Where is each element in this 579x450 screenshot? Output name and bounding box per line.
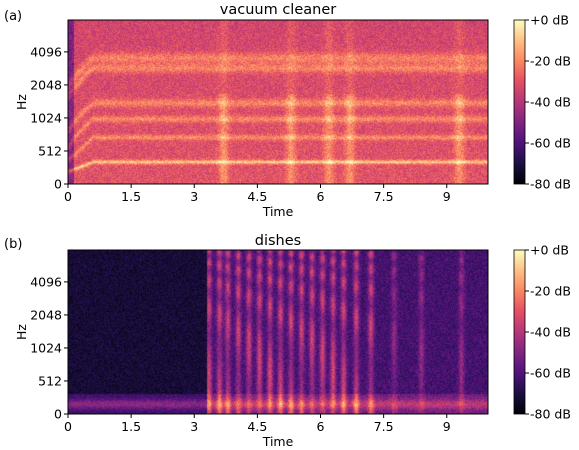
colorbar-b [513, 249, 526, 415]
colorbar-tick-label: +0 dB [530, 243, 569, 258]
colorbar-a [513, 19, 526, 185]
y-tick-label: 512 [38, 373, 62, 388]
x-axis-label-a: Time [262, 204, 294, 219]
y-tick-label: 512 [38, 143, 62, 158]
colorbar-ticks-a: +0 dB -20 dB -40 dB -60 dB -80 dB [525, 13, 571, 192]
colorbar-tick-label: -60 dB [530, 366, 571, 381]
x-tick-label: 4.5 [247, 419, 267, 434]
x-tick-label: 7.5 [374, 189, 394, 204]
colorbar-tick-label: -60 dB [530, 136, 571, 151]
panel-label-b: (b) [4, 237, 22, 252]
y-axis-b: 0 512 1024 2048 4096 [30, 274, 68, 422]
colorbar-tick-label: -20 dB [530, 54, 571, 69]
x-tick-label: 0 [64, 189, 72, 204]
colorbar-tick-label: -40 dB [530, 325, 571, 340]
chart-title-a: vacuum cleaner [220, 2, 336, 18]
y-tick-label: 2048 [30, 77, 62, 92]
y-tick-label: 4096 [30, 44, 62, 59]
colorbar-tick-label: -80 dB [530, 407, 571, 422]
spectrogram-b [68, 250, 488, 414]
y-axis-a: 0 512 1024 2048 4096 [30, 44, 68, 192]
panel-vacuum-cleaner: (a) vacuum cleaner 0 1.5 3 4.5 6 7.5 9 0 512 102… [4, 2, 571, 219]
x-tick-label: 7.5 [374, 419, 394, 434]
y-tick-label: 1024 [30, 110, 62, 125]
x-tick-label: 6 [317, 189, 325, 204]
colorbar-tick-label: -20 dB [530, 284, 571, 299]
y-tick-label: 4096 [30, 274, 62, 289]
y-axis-label-a: Hz [14, 94, 29, 110]
plot-frame-a [67, 19, 489, 185]
x-axis-a: 0 1.5 3 4.5 6 7.5 9 [64, 184, 451, 204]
panel-label-a: (a) [4, 9, 22, 24]
plot-frame-b [67, 249, 489, 415]
y-axis-label-b: Hz [14, 324, 29, 340]
panel-dishes: (b) dishes 0 1.5 3 4.5 6 7.5 9 0 512 1024 2048 409… [4, 233, 571, 449]
chart-title-b: dishes [255, 233, 301, 249]
x-tick-label: 3 [190, 189, 198, 204]
x-tick-label: 1.5 [121, 419, 141, 434]
spectrogram-a [68, 20, 488, 184]
x-tick-label: 4.5 [247, 189, 267, 204]
x-tick-label: 3 [190, 419, 198, 434]
x-tick-label: 6 [317, 419, 325, 434]
x-tick-label: 0 [64, 419, 72, 434]
x-axis-label-b: Time [262, 434, 294, 449]
y-tick-label: 0 [54, 407, 62, 422]
colorbar-tick-label: -80 dB [530, 177, 571, 192]
colorbar-ticks-b: +0 dB -20 dB -40 dB -60 dB -80 dB [525, 243, 571, 422]
colorbar-tick-label: +0 dB [530, 13, 569, 28]
y-tick-label: 2048 [30, 307, 62, 322]
y-tick-label: 1024 [30, 340, 62, 355]
x-axis-b: 0 1.5 3 4.5 6 7.5 9 [64, 414, 451, 434]
x-tick-label: 1.5 [121, 189, 141, 204]
y-tick-label: 0 [54, 177, 62, 192]
x-tick-label: 9 [443, 419, 451, 434]
x-tick-label: 9 [443, 189, 451, 204]
colorbar-tick-label: -40 dB [530, 95, 571, 110]
